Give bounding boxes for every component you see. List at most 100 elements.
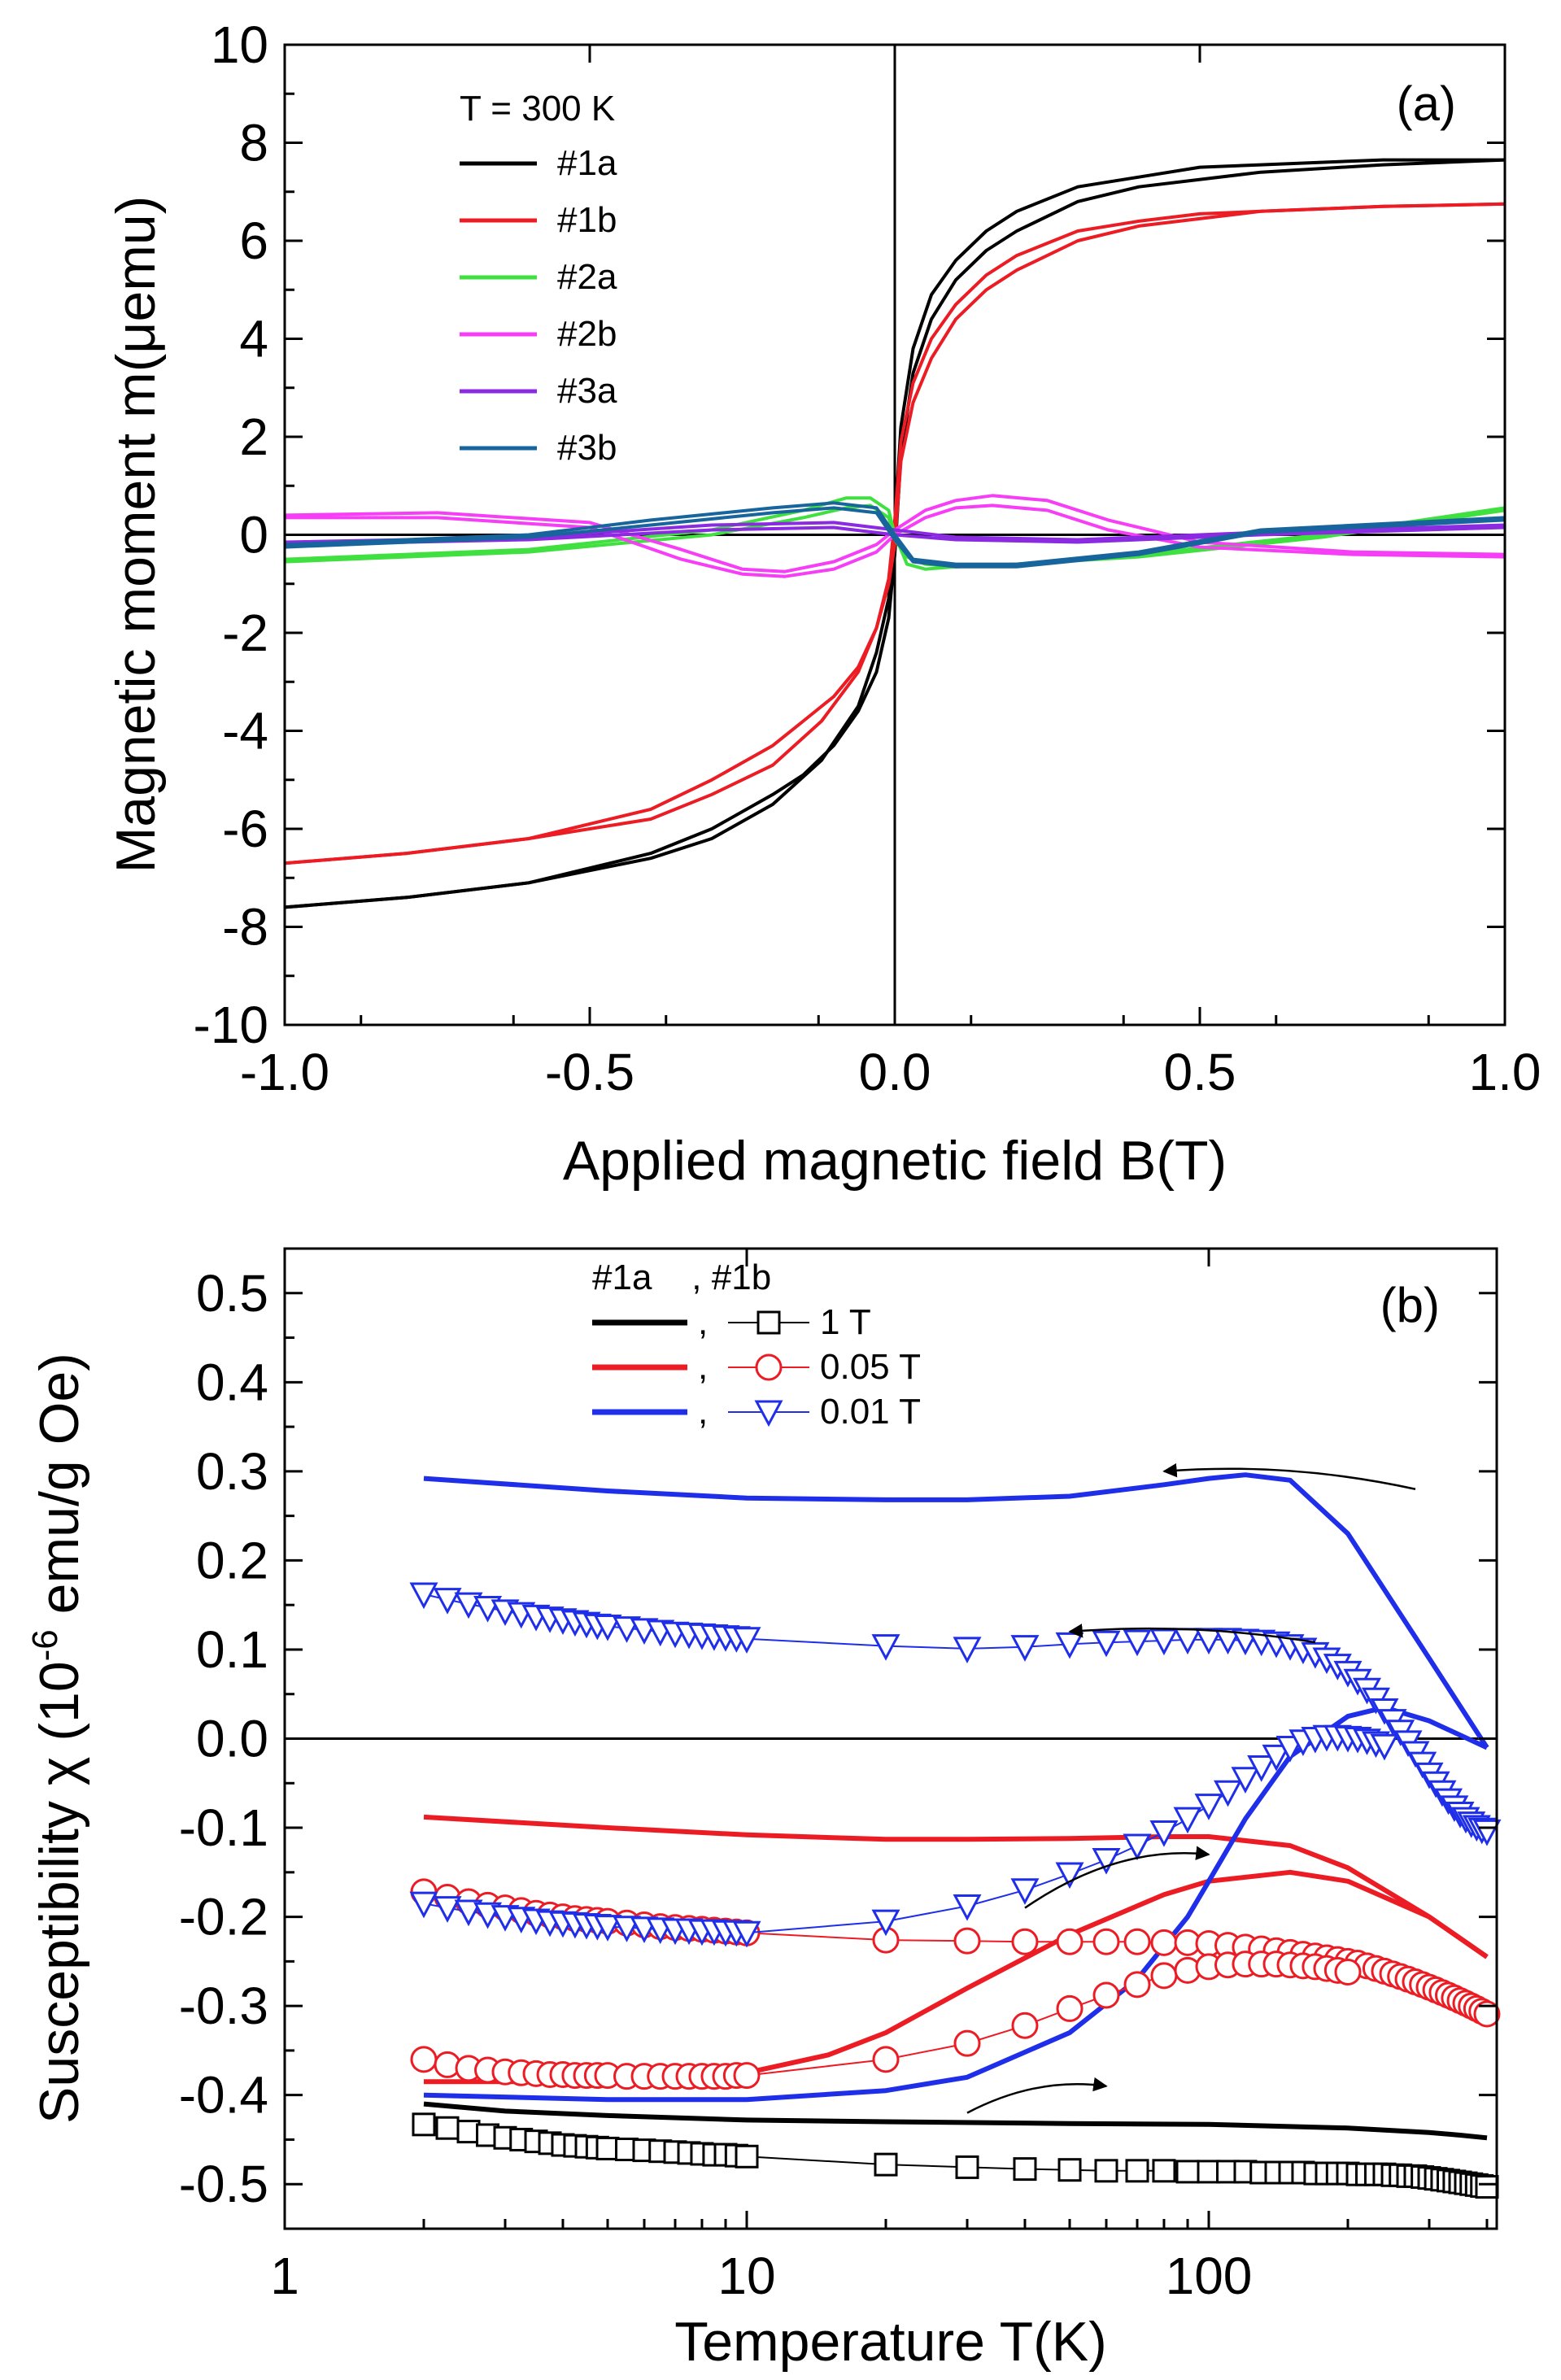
a-series-1-branch-2: [284, 158, 1506, 909]
a-y-tick-label: 10: [211, 15, 268, 74]
b-series-8-point: [1150, 1962, 1178, 1990]
b-legend-comma-1: ,: [698, 1302, 708, 1342]
b-y-axis-title-close: ): [28, 1353, 90, 1371]
b-series-9-point: [732, 1627, 761, 1654]
b-series-9-point: [871, 1634, 900, 1661]
a-y-tick-label: -4: [222, 702, 268, 761]
b-series-10-point: [593, 1915, 622, 1942]
b-series-10-point: [409, 1891, 438, 1919]
b-series-8-point: [1092, 1981, 1120, 2009]
b-series-10-point: [454, 1899, 483, 1927]
a-series-6-branch-2: [284, 506, 1506, 569]
b-series-6-point: [874, 2152, 898, 2177]
b-series-7-point: [1056, 1928, 1084, 1955]
b-x-tick-label: 10: [717, 2247, 775, 2305]
b-legend-label-2: 0.05 T: [820, 1347, 921, 1387]
b-series-10-point: [1123, 1833, 1152, 1861]
b-legend-label-1: 1 T: [820, 1302, 871, 1342]
a-legend: T = 300 K #1a #1b #2a #2b #3a #3b: [460, 89, 617, 468]
b-series-10-connector: [423, 1736, 1385, 1934]
b-series-9-point: [1010, 1635, 1040, 1662]
b-series-8-point: [1011, 2012, 1039, 2039]
b-series-6-point: [1057, 2158, 1082, 2182]
b-y-tick-label: 0.0: [196, 1710, 268, 1768]
b-series-6-point: [435, 2116, 460, 2140]
b-legend-marker-1: [757, 1310, 781, 1335]
b-series-9-point: [433, 1588, 462, 1615]
b-series-7-point: [1092, 1928, 1120, 1955]
b-y-tick-label: -0.3: [179, 1977, 268, 2035]
b-y-axis-title-exponent: -6: [25, 1629, 65, 1661]
a-y-tick-label: -6: [222, 800, 268, 858]
b-series-6-point: [1175, 2160, 1200, 2184]
panel-b: 1 10 100 -0.5 -0.4 -0.3 -0.2 -0.1 0.0 0.1 0.2 0.3 0.…: [25, 1247, 1502, 2373]
b-y-axis-title-unit: emu/g Oe: [28, 1371, 90, 1615]
b-series-8-point: [872, 2046, 900, 2073]
a-x-tick-label: -1.0: [240, 1043, 329, 1101]
b-series-10-point: [953, 1894, 982, 1921]
a-y-tick-label: -10: [194, 996, 269, 1054]
b-series-9-point: [1123, 1629, 1152, 1657]
b-arrow-3: [1024, 1846, 1210, 1909]
b-series-9-point: [454, 1592, 483, 1619]
b-ticks: 1 10 100 -0.5 -0.4 -0.3 -0.2 -0.1 0.0 0.1 0.2 0.3 0.…: [179, 1247, 1497, 2305]
b-series-8-point: [1056, 1994, 1084, 2022]
b-series-7-point: [1123, 1928, 1151, 1955]
b-y-tick-label: -0.5: [179, 2155, 268, 2213]
b-series-10-point: [1262, 1744, 1291, 1772]
a-legend-label-6: #3b: [557, 428, 617, 468]
a-series-6-branch-1: [284, 501, 1506, 566]
a-y-tick-label: 6: [239, 211, 268, 270]
b-series-6-point: [412, 2112, 436, 2137]
b-series-10-point: [871, 1909, 900, 1937]
b-series-5-line: [423, 1705, 1489, 2103]
b-series-6-point: [1094, 2159, 1118, 2183]
b-plot-area: [285, 1462, 1502, 2199]
a-y-tick-label: 0: [239, 506, 268, 564]
b-y-axis-title: Susceptibility χ (10-6 emu/g Oe): [25, 1353, 90, 2124]
b-y-axis-title-main: Susceptibility χ (10: [28, 1661, 90, 2124]
a-x-tick-label: 0.5: [1164, 1043, 1236, 1101]
b-y-tick-label: 0.1: [196, 1620, 268, 1679]
a-legend-label-2: #1b: [557, 200, 617, 240]
b-series-10-point: [1214, 1780, 1243, 1807]
b-legend-label-3: 0.01 T: [820, 1392, 921, 1432]
b-legend-marker-3: [754, 1400, 783, 1428]
b-series-2-line: [423, 1814, 1489, 1959]
b-series-8-point: [733, 2062, 761, 2090]
b-series-10-point: [1231, 1767, 1260, 1794]
b-series-9-point: [1194, 1628, 1223, 1655]
a-legend-title: T = 300 K: [460, 89, 615, 129]
b-y-tick-label: -0.2: [179, 1888, 268, 1946]
b-series-7-point: [1150, 1929, 1178, 1956]
a-ticks: -1.0 -0.5 0.0 0.5 1.0 -10 -8 -6 -4 -2 0 2 4 6 8 10: [194, 15, 1541, 1101]
b-series-9-point: [1214, 1628, 1243, 1655]
b-x-tick-label: 1: [270, 2247, 299, 2305]
a-legend-label-1: #1a: [557, 143, 617, 183]
b-series-10-point: [1370, 1733, 1399, 1761]
b-x-tick-label: 100: [1166, 2247, 1253, 2305]
b-y-tick-label: 0.2: [196, 1531, 268, 1589]
b-arrow-1: [1162, 1462, 1416, 1490]
a-y-axis-title: Magnetic moment m(μemu): [105, 196, 167, 874]
b-y-tick-label: 0.5: [196, 1264, 268, 1323]
b-series-4-line: [423, 1472, 1489, 1750]
a-legend-label-4: #2b: [557, 314, 617, 354]
a-series-5-branch-1: [284, 521, 1506, 544]
b-y-tick-label: 0.3: [196, 1442, 268, 1501]
b-series-6-point: [1152, 2159, 1176, 2183]
b-series-8-point: [1123, 1971, 1151, 1999]
a-x-tick-label: 1.0: [1469, 1043, 1541, 1101]
b-legend-marker-2: [755, 1353, 783, 1381]
b-series-9-point: [1149, 1628, 1179, 1656]
b-y-tick-label: -0.4: [179, 2066, 268, 2125]
b-series-9-point: [1472, 1819, 1502, 1846]
b-series-8-point: [953, 2029, 981, 2057]
b-y-tick-label: 0.4: [196, 1353, 268, 1411]
a-legend-label-5: #3a: [557, 371, 617, 411]
a-x-tick-label: -0.5: [545, 1043, 634, 1101]
b-series-10-point: [1194, 1794, 1223, 1820]
b-series-6-point: [1475, 2175, 1499, 2199]
